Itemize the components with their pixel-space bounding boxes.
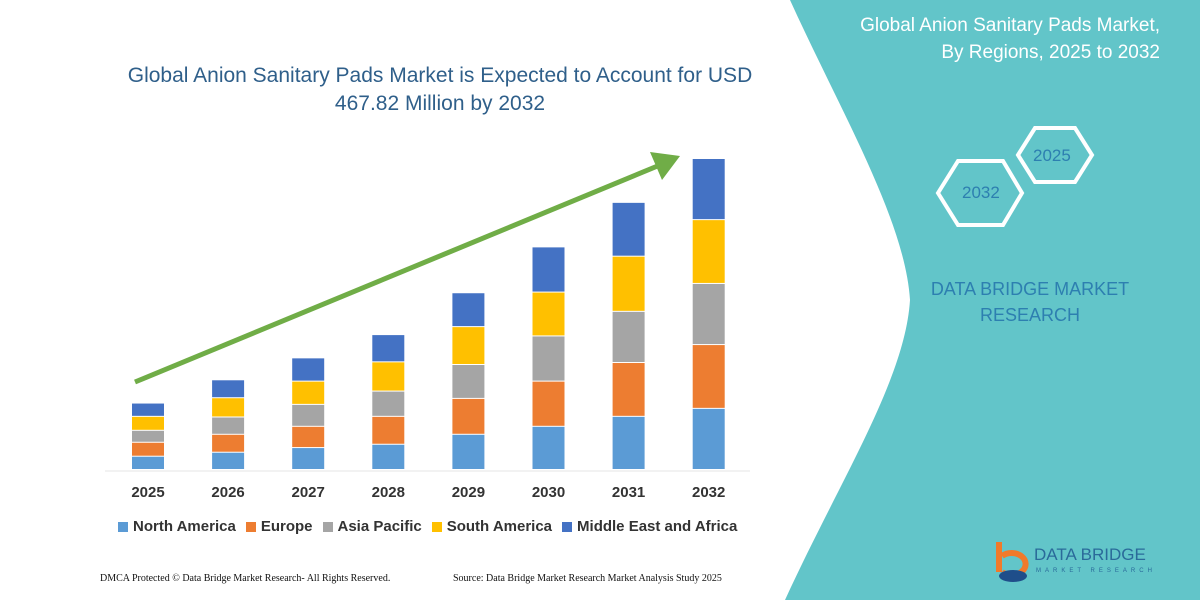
bar-segment-2026-4 xyxy=(212,380,245,398)
legend-swatch xyxy=(118,521,128,532)
footer-source: Source: Data Bridge Market Research Mark… xyxy=(453,573,722,584)
bar-segment-2028-3 xyxy=(372,362,405,391)
bar-segment-2027-3 xyxy=(292,381,325,404)
bar-segment-2031-0 xyxy=(612,416,645,469)
bar-segment-2032-2 xyxy=(692,283,725,345)
bar-segment-2027-1 xyxy=(292,426,325,448)
trend-arrowhead xyxy=(650,152,680,180)
hex-2025-shape xyxy=(1015,126,1095,184)
bar-segment-2031-3 xyxy=(612,256,645,311)
x-tick-label: 2031 xyxy=(611,484,646,501)
bar-segment-2031-2 xyxy=(612,311,645,363)
bar-segment-2027-4 xyxy=(292,358,325,381)
legend-item: South America xyxy=(431,518,553,535)
bar-segment-2032-1 xyxy=(692,345,725,408)
bar-segment-2032-0 xyxy=(692,408,725,469)
bar-segment-2026-0 xyxy=(212,452,245,469)
legend-swatch xyxy=(322,521,333,532)
side-panel-background xyxy=(785,0,1200,600)
bar-segment-2028-0 xyxy=(372,444,405,469)
bar-segment-2029-1 xyxy=(452,398,485,434)
bar-segment-2030-0 xyxy=(532,426,565,469)
bar-segment-2025-2 xyxy=(132,430,164,442)
side-title-line1: Global Anion Sanitary Pads Market, xyxy=(860,15,1160,36)
brand-text: DATA BRIDGE MARKET RESEARCH xyxy=(920,276,1140,328)
legend-label: Middle East and Africa xyxy=(577,518,738,535)
x-tick-label: 2032 xyxy=(692,484,726,501)
chart-title: Global Anion Sanitary Pads Market is Exp… xyxy=(127,64,753,115)
trend-arrow xyxy=(134,162,661,385)
x-tick-label: 2028 xyxy=(371,484,405,501)
bar-segment-2029-3 xyxy=(452,327,485,365)
bar-segment-2030-4 xyxy=(532,247,565,292)
hex-2032-label: 2032 xyxy=(962,183,1000,202)
x-tick-label: 2026 xyxy=(211,484,245,501)
bar-segment-2026-3 xyxy=(212,398,245,417)
x-tick-label: 2027 xyxy=(291,484,325,501)
legend-label: South America xyxy=(446,518,553,535)
x-tick-label: 2029 xyxy=(451,484,486,501)
side-title-line2: By Regions, 2025 to 2032 xyxy=(941,42,1160,63)
hex-2025-label: 2025 xyxy=(1033,146,1071,165)
bar-segment-2025-1 xyxy=(132,442,164,456)
legend-label: North America xyxy=(133,518,236,535)
legend-label: Asia Pacific xyxy=(337,518,422,535)
legend-swatch xyxy=(562,521,573,532)
legend-item: Middle East and Africa xyxy=(562,518,737,535)
bar-segment-2028-4 xyxy=(372,335,405,362)
bar-segment-2030-2 xyxy=(532,336,565,381)
bar-segment-2026-2 xyxy=(212,417,245,434)
legend-swatch xyxy=(431,521,442,532)
bar-segment-2032-3 xyxy=(692,220,725,283)
bar-segment-2028-1 xyxy=(372,416,405,444)
bar-segment-2027-2 xyxy=(292,404,325,426)
footer-copyright: DMCA Protected © Data Bridge Market Rese… xyxy=(100,573,391,584)
bar-segment-2031-4 xyxy=(612,202,645,256)
legend-item: North America xyxy=(118,518,236,535)
bar-segment-2026-1 xyxy=(212,434,245,452)
bar-segment-2025-4 xyxy=(132,403,164,416)
side-panel-title: Global Anion Sanitary Pads Market, By Re… xyxy=(780,12,1160,66)
legend-item: Asia Pacific xyxy=(322,518,422,535)
bar-segment-2030-3 xyxy=(532,292,565,336)
bar-segment-2025-0 xyxy=(132,456,164,469)
legend-label: Europe xyxy=(260,518,313,535)
logo-subtext: MARKET RESEARCH xyxy=(1036,568,1156,574)
logo-text: DATA BRIDGE xyxy=(1034,545,1146,564)
legend-swatch xyxy=(245,521,256,532)
brand-line2: RESEARCH xyxy=(979,305,1081,325)
bar-segment-2029-4 xyxy=(452,293,485,327)
legend: North America Europe Asia Pacific South Ame… xyxy=(118,518,737,535)
hex-2032-shape xyxy=(935,159,1025,227)
bar-segment-2029-2 xyxy=(452,365,485,398)
bar-segment-2032-4 xyxy=(692,159,725,220)
bar-segment-2031-1 xyxy=(612,363,645,416)
x-tick-label: 2025 xyxy=(131,484,165,501)
bar-segment-2029-0 xyxy=(452,434,485,469)
bar-segment-2025-3 xyxy=(132,416,164,430)
bar-segment-2028-2 xyxy=(372,391,405,416)
logo-icon xyxy=(996,542,1029,582)
x-tick-label: 2030 xyxy=(531,484,566,501)
legend-item: Europe xyxy=(245,518,313,535)
brand-line1: DATA BRIDGE MARKET xyxy=(930,279,1130,299)
bar-segment-2030-1 xyxy=(532,381,565,426)
bar-segment-2027-0 xyxy=(292,448,325,469)
